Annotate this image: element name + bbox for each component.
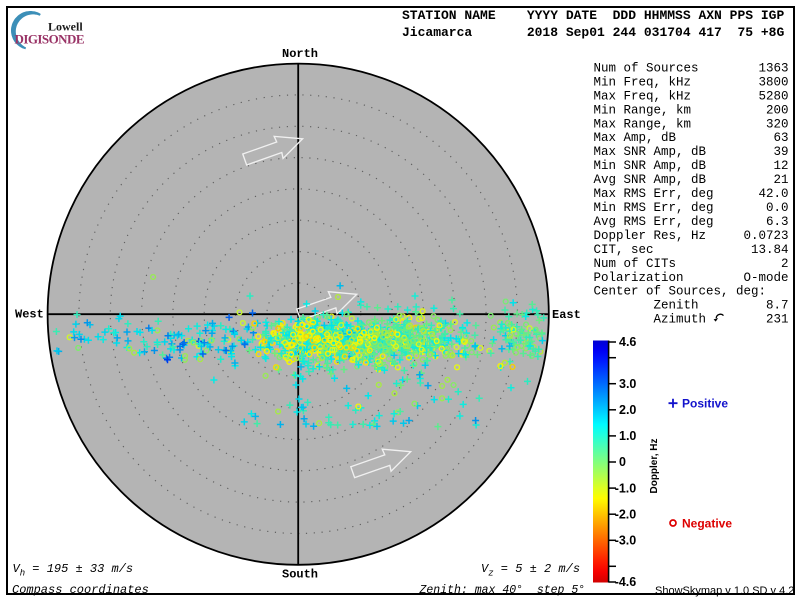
svg-text:South: South xyxy=(282,568,318,582)
svg-text:Max RMS Err, deg: Max RMS Err, deg xyxy=(594,187,714,201)
svg-text:231: 231 xyxy=(766,313,789,327)
svg-text:West: West xyxy=(15,308,44,322)
svg-text:1363: 1363 xyxy=(758,62,788,76)
svg-text:2.0: 2.0 xyxy=(619,403,636,417)
svg-text:6.3: 6.3 xyxy=(766,215,789,229)
svg-text:Max Freq, kHz: Max Freq, kHz xyxy=(594,89,692,103)
svg-text:1.0: 1.0 xyxy=(619,429,636,443)
svg-text:Doppler, Hz: Doppler, Hz xyxy=(649,438,660,493)
svg-text:63: 63 xyxy=(773,131,788,145)
svg-text:42.0: 42.0 xyxy=(758,187,788,201)
svg-text:Avg RMS Err, deg: Avg RMS Err, deg xyxy=(594,215,714,229)
svg-text:2: 2 xyxy=(781,257,789,271)
svg-text:-2.0: -2.0 xyxy=(615,507,637,521)
svg-text:0: 0 xyxy=(619,455,626,469)
svg-text:Num of Sources: Num of Sources xyxy=(594,62,699,76)
svg-text:Min RMS Err, deg: Min RMS Err, deg xyxy=(594,201,714,215)
svg-text:Min SNR Amp, dB: Min SNR Amp, dB xyxy=(594,159,707,173)
svg-text:O-mode: O-mode xyxy=(743,271,788,285)
svg-text:5280: 5280 xyxy=(758,89,788,103)
svg-text:Zenith: Zenith xyxy=(594,299,699,313)
svg-text:Lowell: Lowell xyxy=(48,20,83,34)
svg-text:East: East xyxy=(552,308,581,322)
svg-text:Negative: Negative xyxy=(682,517,732,531)
svg-text:0.0723: 0.0723 xyxy=(743,229,788,243)
svg-text:12: 12 xyxy=(773,159,788,173)
svg-text:-4.6: -4.6 xyxy=(615,575,637,589)
svg-text:-3.0: -3.0 xyxy=(615,534,637,548)
svg-text:Max Amp, dB: Max Amp, dB xyxy=(594,131,677,145)
svg-text:8.7: 8.7 xyxy=(766,299,789,313)
svg-text:Doppler Res, Hz: Doppler Res, Hz xyxy=(594,229,707,243)
svg-text:200: 200 xyxy=(766,103,789,117)
svg-text:Max SNR Amp, dB: Max SNR Amp, dB xyxy=(594,145,707,159)
svg-text:39: 39 xyxy=(773,145,788,159)
svg-text:3.0: 3.0 xyxy=(619,377,636,391)
svg-text:4.6: 4.6 xyxy=(619,335,636,349)
svg-text:Avg SNR Amp, dB: Avg SNR Amp, dB xyxy=(594,173,707,187)
svg-text:Compass coordinates: Compass coordinates xyxy=(12,583,149,597)
svg-text:Max Range, km: Max Range, km xyxy=(594,117,692,131)
svg-text:-1.0: -1.0 xyxy=(615,481,637,495)
svg-text:Center of Sources, deg:: Center of Sources, deg: xyxy=(594,285,767,299)
svg-text:Num of CITs: Num of CITs xyxy=(594,257,677,271)
svg-text:Vh = 195 ± 33 m/s: Vh = 195 ± 33 m/s xyxy=(13,562,134,579)
svg-text:0.0: 0.0 xyxy=(766,201,789,215)
svg-text:Positive: Positive xyxy=(682,397,728,411)
svg-text:21: 21 xyxy=(773,173,788,187)
svg-text:North: North xyxy=(282,47,318,61)
svg-text:CIT, sec: CIT, sec xyxy=(594,243,654,257)
svg-text:DIGISONDE: DIGISONDE xyxy=(15,32,84,47)
svg-text:ShowSkymap v 1.0 SD v 4.2: ShowSkymap v 1.0 SD v 4.2 xyxy=(655,585,794,597)
svg-text:320: 320 xyxy=(766,117,789,131)
svg-text:Jicamarca 2018 Sep01 244: Jicamarca 2018 Sep01 244 031704 417 75 +… xyxy=(402,25,784,40)
svg-text:Vz = 5 ± 2 m/s: Vz = 5 ± 2 m/s xyxy=(481,562,580,579)
svg-text:Azimuth: Azimuth xyxy=(594,313,707,327)
svg-text:STATION NAME YYYY DATE DDD: STATION NAME YYYY DATE DDD HHMMSS AXN PP… xyxy=(402,8,784,23)
svg-text:Zenith: max 40° step 5°: Zenith: max 40° step 5° xyxy=(419,584,586,597)
svg-text:Min Range, km: Min Range, km xyxy=(594,103,692,117)
svg-text:Polarization: Polarization xyxy=(594,271,684,285)
svg-text:Min Freq, kHz: Min Freq, kHz xyxy=(594,76,692,90)
svg-text:13.84: 13.84 xyxy=(751,243,789,257)
svg-text:3800: 3800 xyxy=(758,76,788,90)
